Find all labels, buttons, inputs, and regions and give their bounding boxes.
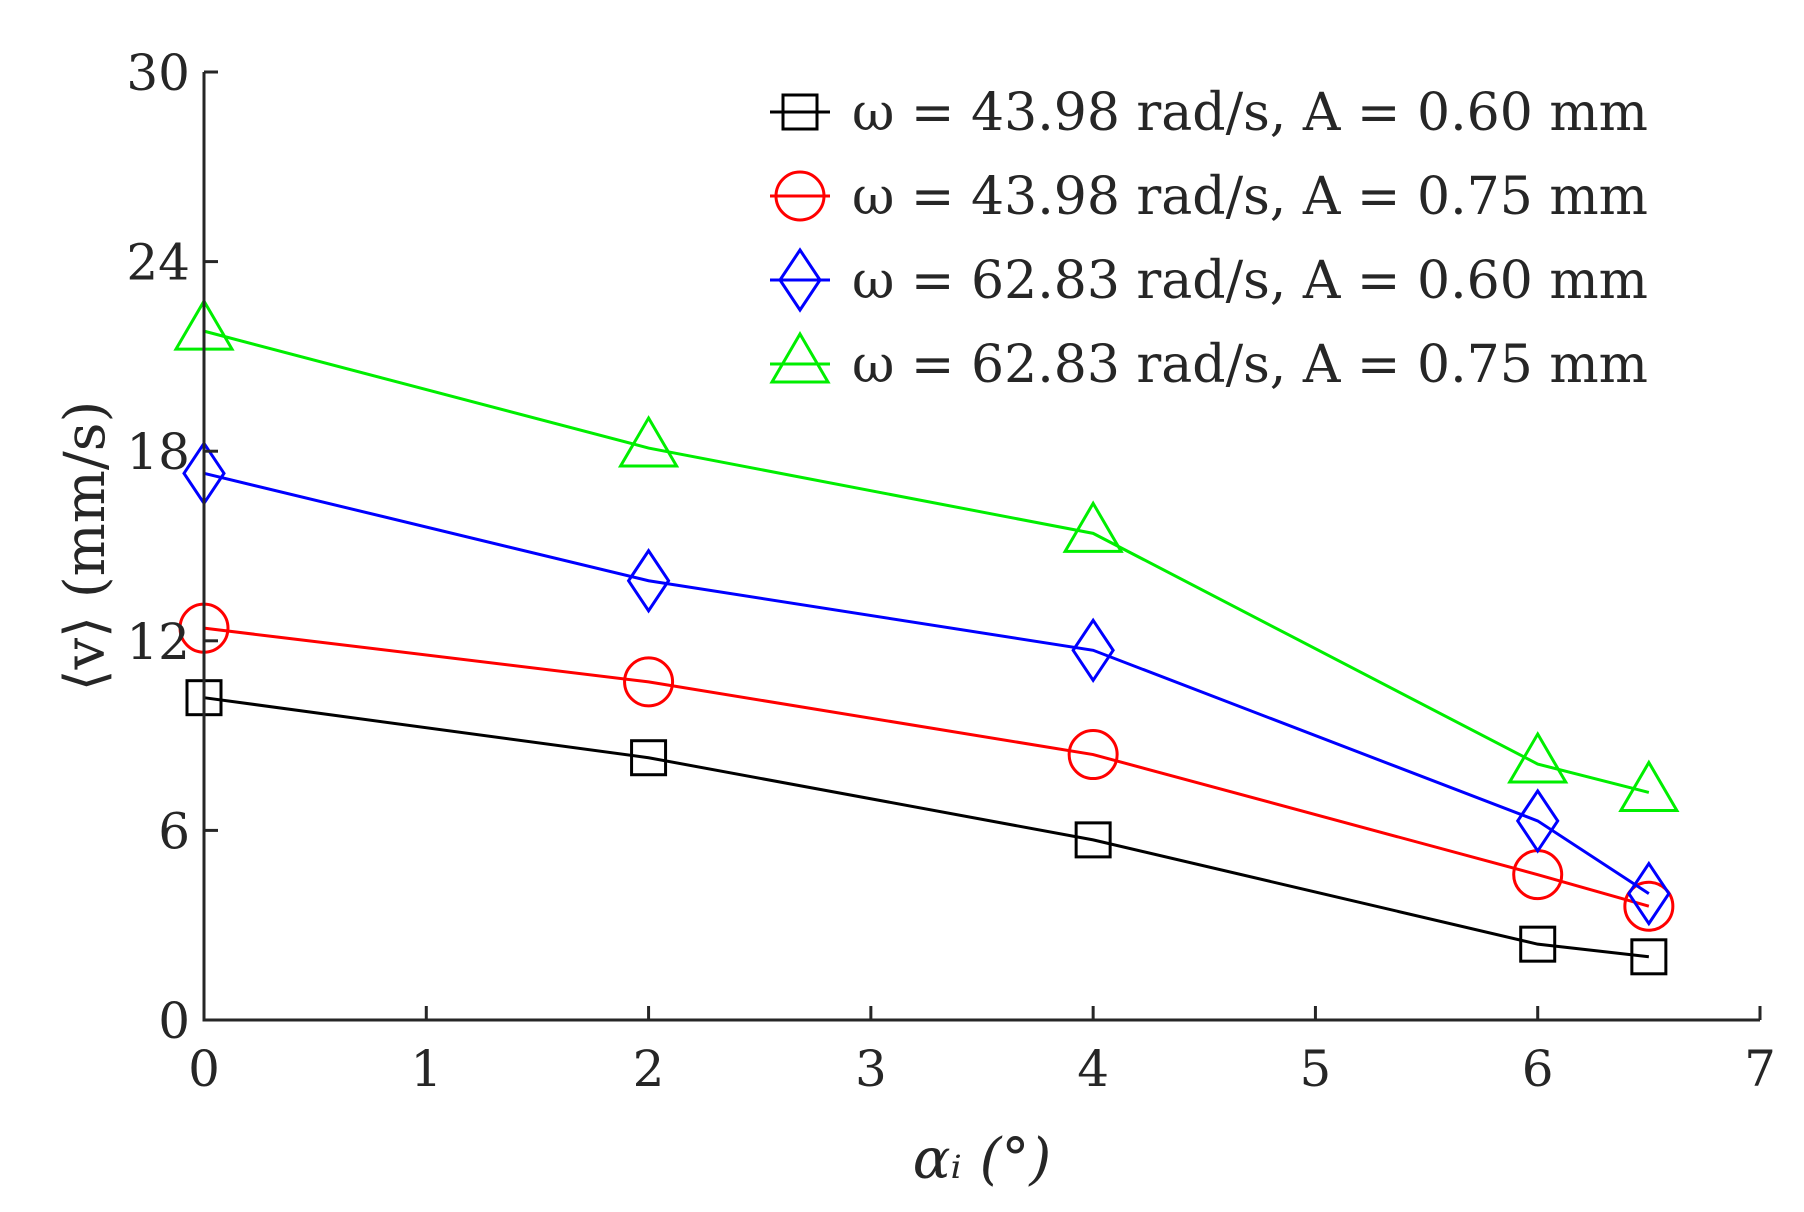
x-tick-label-4: 4 xyxy=(1077,1040,1109,1098)
y-tick-label-1: 6 xyxy=(158,802,190,860)
y-tick-label-4: 24 xyxy=(126,234,190,292)
series-2-point-1 xyxy=(626,548,671,614)
series-0-point-2 xyxy=(1074,821,1112,859)
series-1-line xyxy=(203,626,1650,908)
legend-label-1: ω = 43.98 rad/s, A = 0.75 mm xyxy=(852,167,1648,227)
series-2-point-4 xyxy=(1627,860,1671,927)
legend-item-1: ω = 43.98 rad/s, A = 0.75 mm xyxy=(770,167,1648,227)
y-axis-label: ⟨v⟩ (mm/s) xyxy=(53,401,118,692)
x-tick-label-1: 1 xyxy=(410,1040,442,1098)
series-3-point-4 xyxy=(1618,759,1680,812)
series-0-line xyxy=(203,696,1650,959)
series-1 xyxy=(178,602,1675,932)
x-tick-label-3: 3 xyxy=(855,1040,887,1098)
legend-label-3: ω = 62.83 rad/s, A = 0.75 mm xyxy=(852,335,1648,395)
x-axis-label: αᵢ (°) xyxy=(913,1127,1052,1192)
legend-item-3: ω = 62.83 rad/s, A = 0.75 mm xyxy=(769,331,1648,395)
x-tick-label-7: 7 xyxy=(1744,1040,1776,1098)
y-axis-ticks: 0 6 12 18 24 30 xyxy=(126,44,218,1050)
x-axis-ticks: 0 1 2 3 4 5 6 7 xyxy=(188,1006,1776,1098)
series-3-line xyxy=(203,329,1650,794)
legend-marker-0 xyxy=(781,93,819,131)
series-3-point-1 xyxy=(617,415,680,468)
x-tick-label-2: 2 xyxy=(633,1040,665,1098)
legend-marker-2 xyxy=(778,247,822,313)
y-tick-label-5: 30 xyxy=(126,44,190,102)
series-1-point-1 xyxy=(623,656,675,708)
series-2 xyxy=(182,440,1671,927)
legend-item-2: ω = 62.83 rad/s, A = 0.60 mm xyxy=(770,247,1648,313)
legend: ω = 43.98 rad/s, A = 0.60 mm ω = 43.98 ra… xyxy=(769,83,1648,395)
series-0-point-3 xyxy=(1519,925,1557,963)
y-tick-label-0: 0 xyxy=(158,992,190,1050)
series-3 xyxy=(173,298,1680,812)
x-tick-label-5: 5 xyxy=(1300,1040,1332,1098)
legend-marker-3 xyxy=(769,331,831,384)
series-2-point-3 xyxy=(1515,788,1560,854)
series-2-point-2 xyxy=(1071,617,1115,683)
series-3-point-2 xyxy=(1062,500,1124,553)
y-tick-label-3: 18 xyxy=(126,423,190,481)
series-3-point-3 xyxy=(1507,731,1569,784)
series-2-line xyxy=(203,471,1650,895)
plot-area xyxy=(173,298,1680,976)
x-tick-label-6: 6 xyxy=(1522,1040,1554,1098)
legend-label-2: ω = 62.83 rad/s, A = 0.60 mm xyxy=(852,251,1648,311)
series-0 xyxy=(185,679,1668,976)
series-0-point-1 xyxy=(630,739,668,777)
series-1-point-4 xyxy=(1623,880,1675,932)
y-tick-label-2: 12 xyxy=(126,613,190,671)
legend-item-0: ω = 43.98 rad/s, A = 0.60 mm xyxy=(770,83,1648,143)
series-1-point-2 xyxy=(1067,729,1119,781)
x-tick-label-0: 0 xyxy=(188,1040,220,1098)
legend-marker-1 xyxy=(774,170,826,222)
series-0-point-4 xyxy=(1630,938,1668,976)
legend-label-0: ω = 43.98 rad/s, A = 0.60 mm xyxy=(852,83,1648,143)
